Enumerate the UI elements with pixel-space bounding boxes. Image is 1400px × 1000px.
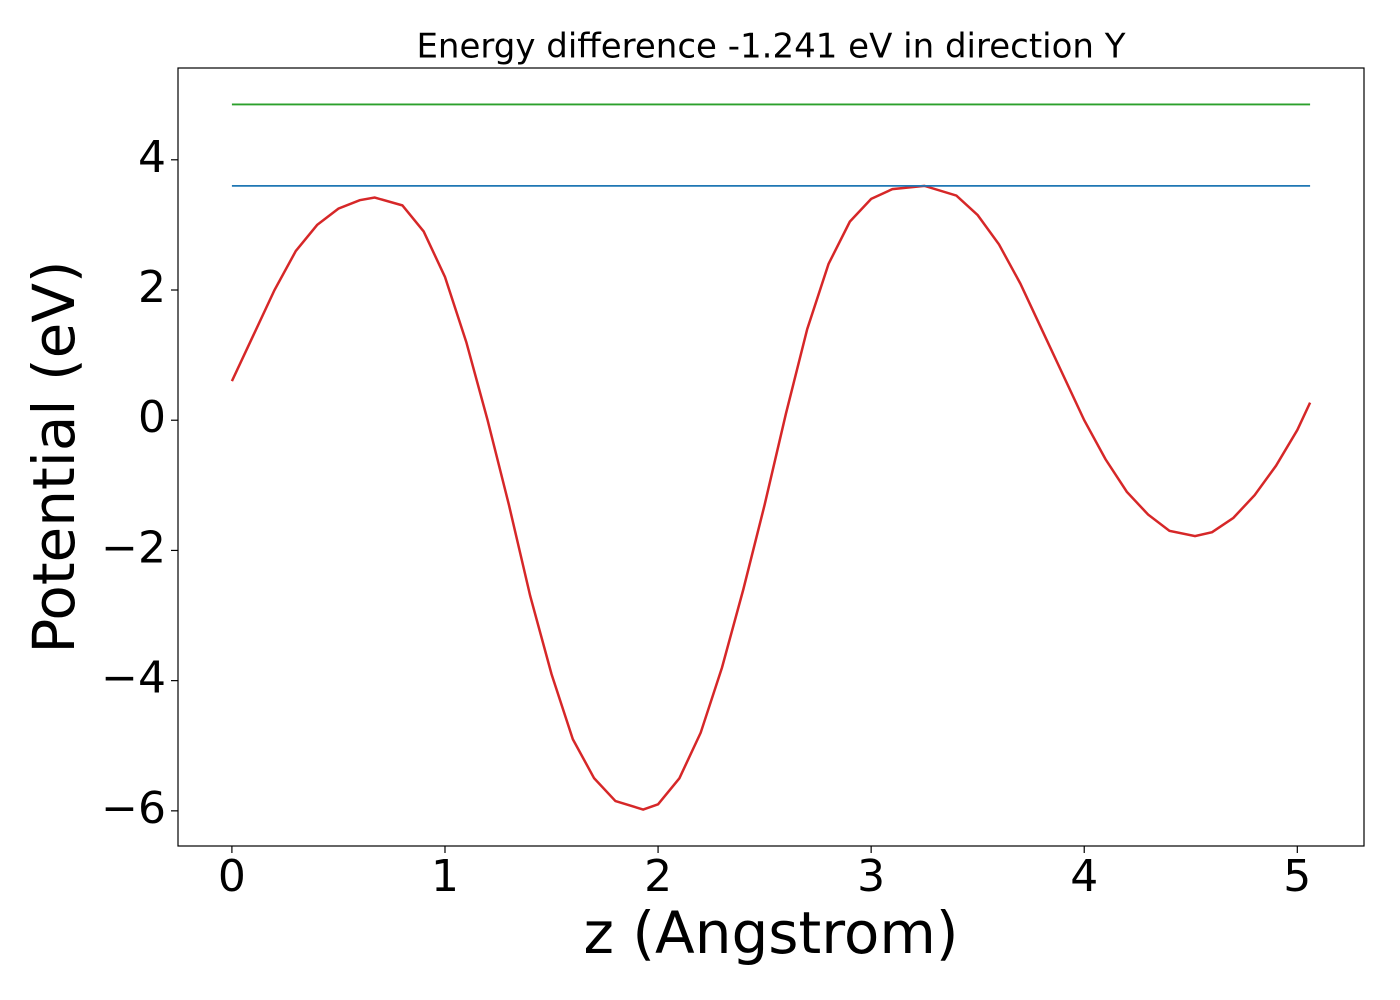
x-tick-label: 4	[1070, 851, 1098, 902]
y-tick-label: −2	[101, 522, 166, 573]
x-tick-label: 0	[218, 851, 246, 902]
y-tick-label: 4	[138, 132, 166, 183]
x-tick-label: 3	[857, 851, 885, 902]
y-axis-label: Potential (eV)	[20, 260, 88, 653]
y-tick-label: 0	[138, 392, 166, 443]
x-tick-label: 5	[1283, 851, 1311, 902]
chart-title: Energy difference -1.241 eV in direction…	[416, 27, 1125, 67]
y-tick-label: −6	[101, 783, 166, 834]
x-axis-label: z (Angstrom)	[584, 899, 959, 967]
y-tick-label: 2	[138, 262, 166, 313]
x-tick-label: 1	[431, 851, 459, 902]
x-tick-label: 2	[644, 851, 672, 902]
line-series	[230, 184, 1312, 811]
plot-frame	[177, 67, 1365, 847]
y-tick-label: −4	[101, 653, 166, 704]
